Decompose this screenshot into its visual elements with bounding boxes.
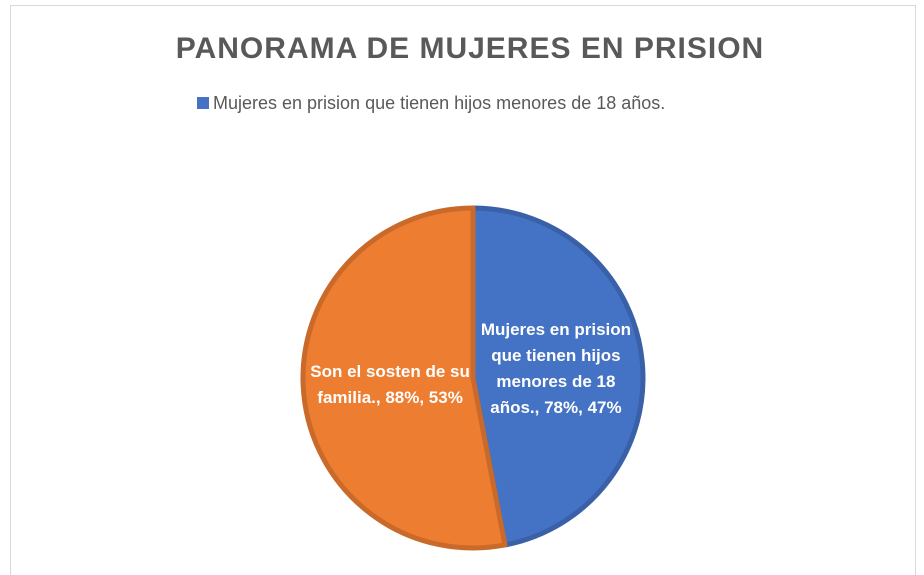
data-label: Mujeres en prision que tienen hijos menore… bbox=[481, 321, 631, 418]
pie-slice bbox=[470, 205, 646, 548]
legend-label: Mujeres en prision que tienen hijos meno… bbox=[213, 93, 665, 113]
chart-title: PANORAMA DE MUJERES EN PRISION bbox=[176, 32, 764, 65]
data-label: Son el sosten de su familia., 88%, 53% bbox=[310, 362, 470, 407]
legend-swatch bbox=[197, 97, 209, 109]
pie-slice bbox=[300, 205, 508, 551]
legend: Mujeres en prision que tienen hijos meno… bbox=[197, 93, 665, 113]
